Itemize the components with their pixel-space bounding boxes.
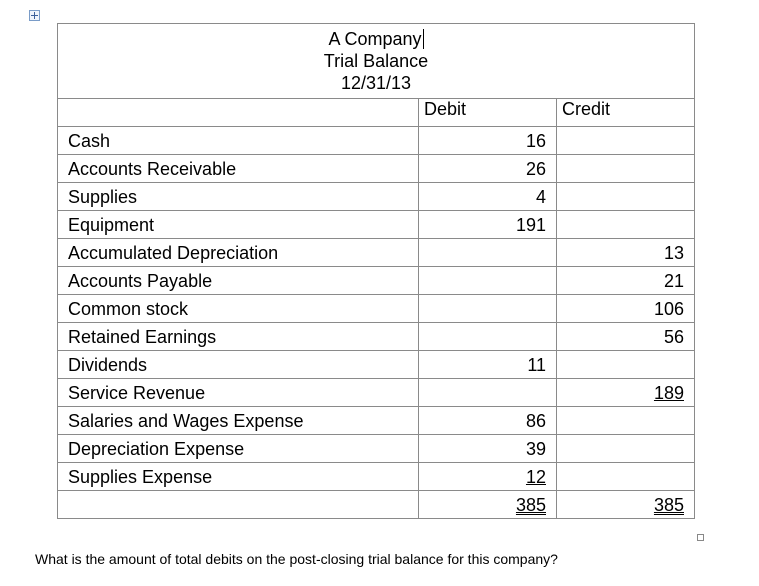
debit-amount: 39 [525, 438, 546, 459]
debit-cell: 12 [418, 462, 557, 491]
credit-amount: 21 [663, 270, 684, 291]
debit-amount: 16 [525, 130, 546, 151]
credit-amount: 56 [663, 326, 684, 347]
account-row: Supplies Expense 12 [57, 462, 695, 491]
total-credit-cell: 385 [556, 490, 695, 519]
blank-cell [57, 98, 419, 127]
totals-row: 385 385 [57, 490, 695, 519]
account-name: Equipment [57, 210, 419, 239]
debit-cell: 26 [418, 154, 557, 183]
table-move-handle[interactable] [29, 10, 40, 21]
account-name: Service Revenue [57, 378, 419, 407]
account-row: Depreciation Expense 39 [57, 434, 695, 463]
credit-cell [556, 406, 695, 435]
credit-amount: 13 [663, 242, 684, 263]
question-text: What is the amount of total debits on th… [35, 551, 558, 567]
account-row: Supplies 4 [57, 182, 695, 211]
account-name: Accumulated Depreciation [57, 238, 419, 267]
credit-cell: 13 [556, 238, 695, 267]
credit-amount: 189 [653, 382, 684, 403]
account-name: Depreciation Expense [57, 434, 419, 463]
debit-cell [418, 266, 557, 295]
column-header-row: Debit Credit [57, 98, 695, 127]
table-body: A Company Trial Balance 12/31/13 Debit C… [57, 23, 695, 519]
credit-cell [556, 434, 695, 463]
account-row: Equipment 191 [57, 210, 695, 239]
account-name: Accounts Receivable [57, 154, 419, 183]
credit-cell [556, 126, 695, 155]
total-debit-cell: 385 [418, 490, 557, 519]
credit-cell: 21 [556, 266, 695, 295]
debit-cell: 39 [418, 434, 557, 463]
credit-cell: 56 [556, 322, 695, 351]
account-row: Common stock 106 [57, 294, 695, 323]
trial-balance-table: A Company Trial Balance 12/31/13 Debit C… [57, 23, 695, 519]
account-row: Salaries and Wages Expense 86 [57, 406, 695, 435]
account-row: Accounts Receivable 26 [57, 154, 695, 183]
account-name: Cash [57, 126, 419, 155]
account-name: Retained Earnings [57, 322, 419, 351]
debit-cell [418, 378, 557, 407]
debit-amount: 86 [525, 410, 546, 431]
debit-cell: 4 [418, 182, 557, 211]
total-debit: 385 [515, 494, 546, 515]
company-name: A Company [68, 28, 684, 50]
resize-handle[interactable] [697, 534, 704, 541]
column-header: Credit [556, 98, 695, 127]
report-date: 12/31/13 [340, 73, 412, 93]
account-row: Dividends 11 [57, 350, 695, 379]
blank-cell [57, 490, 419, 519]
account-row: Retained Earnings 56 [57, 322, 695, 351]
total-credit: 385 [653, 494, 684, 515]
title-cell: A Company Trial Balance 12/31/13 [57, 23, 695, 99]
credit-cell: 189 [556, 378, 695, 407]
debit-cell [418, 322, 557, 351]
account-row: Cash 16 [57, 126, 695, 155]
account-row: Accumulated Depreciation 13 [57, 238, 695, 267]
debit-amount: 12 [525, 466, 546, 487]
column-header: Debit [418, 98, 557, 127]
credit-cell: 106 [556, 294, 695, 323]
credit-cell [556, 182, 695, 211]
account-name: Common stock [57, 294, 419, 323]
account-name: Accounts Payable [57, 266, 419, 295]
debit-cell [418, 294, 557, 323]
credit-cell [556, 154, 695, 183]
debit-amount: 4 [535, 186, 546, 207]
account-name: Dividends [57, 350, 419, 379]
credit-amount: 106 [653, 298, 684, 319]
debit-amount: 191 [515, 214, 546, 235]
account-row: Service Revenue 189 [57, 378, 695, 407]
credit-cell [556, 210, 695, 239]
account-row: Accounts Payable 21 [57, 266, 695, 295]
debit-amount: 26 [525, 158, 546, 179]
debit-amount: 11 [527, 354, 546, 375]
debit-cell: 86 [418, 406, 557, 435]
company-name-text: A Company [328, 29, 424, 49]
credit-cell [556, 350, 695, 379]
debit-cell: 16 [418, 126, 557, 155]
debit-cell: 191 [418, 210, 557, 239]
debit-cell [418, 238, 557, 267]
credit-cell [556, 462, 695, 491]
debit-cell: 11 [418, 350, 557, 379]
account-name: Salaries and Wages Expense [57, 406, 419, 435]
account-name: Supplies [57, 182, 419, 211]
report-name: Trial Balance [323, 51, 429, 71]
account-name: Supplies Expense [57, 462, 419, 491]
title-row: A Company Trial Balance 12/31/13 [57, 23, 695, 99]
